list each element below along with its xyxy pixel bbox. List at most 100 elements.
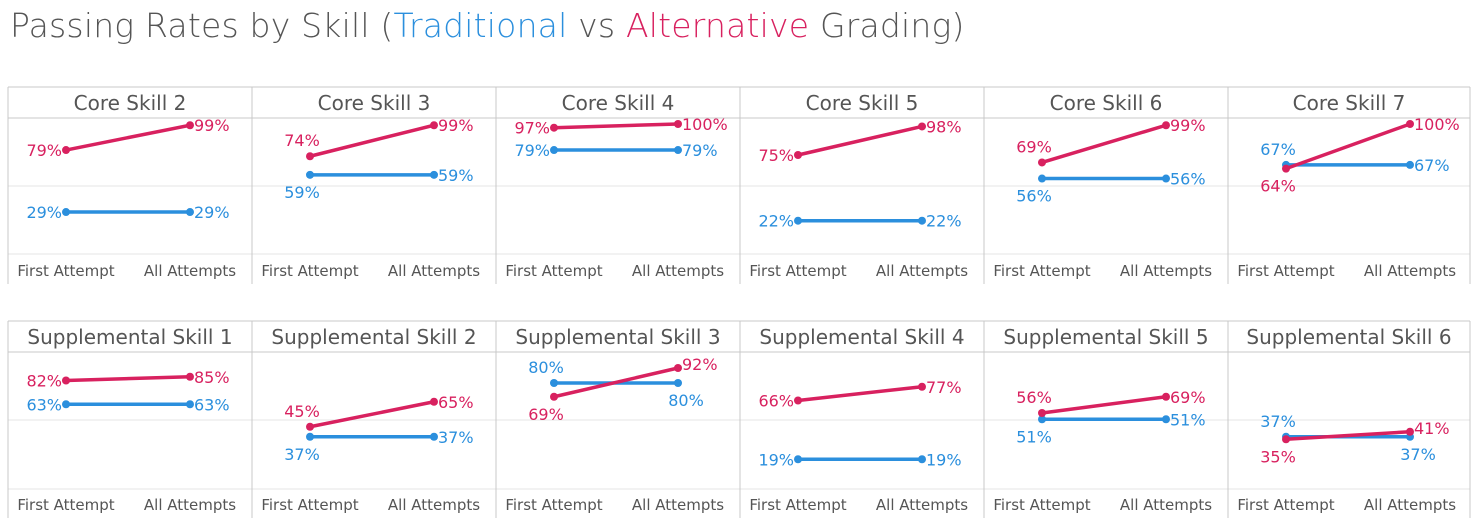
point-alternative-all-attempts	[1406, 427, 1414, 436]
x-tick-label: First Attempt	[261, 262, 358, 280]
series-line-alternative	[552, 366, 680, 399]
point-alternative-first-attempt	[1038, 409, 1046, 417]
point-alternative-first-attempt	[550, 123, 558, 132]
series-line-alternative	[308, 123, 436, 158]
point-alternative-first-attempt	[306, 422, 314, 431]
data-label-alternative-all-attempts: 69%	[1170, 388, 1206, 407]
x-tick-label: All Attempts	[144, 496, 236, 514]
point-alternative-first-attempt	[1038, 158, 1046, 167]
data-label-traditional-first-attempt: 63%	[26, 395, 62, 414]
data-label-traditional-first-attempt: 51%	[1016, 427, 1052, 446]
x-tick-label: First Attempt	[993, 262, 1090, 280]
data-label-alternative-first-attempt: 35%	[1260, 447, 1296, 466]
data-label-alternative-first-attempt: 64%	[1260, 177, 1296, 196]
x-tick-label: All Attempts	[144, 262, 236, 280]
data-label-traditional-first-attempt: 59%	[284, 183, 320, 202]
point-traditional-first-attempt	[550, 146, 558, 155]
point-alternative-all-attempts	[674, 364, 682, 372]
point-alternative-first-attempt	[306, 152, 314, 161]
point-traditional-first-attempt	[1038, 415, 1046, 424]
data-label-alternative-all-attempts: 100%	[1414, 115, 1460, 134]
series-line-alternative	[796, 385, 924, 403]
data-label-traditional-all-attempts: 19%	[926, 450, 962, 469]
point-alternative-all-attempts	[186, 372, 194, 381]
series-line-alternative	[64, 123, 192, 152]
data-label-alternative-all-attempts: 99%	[1170, 116, 1206, 135]
panel-supplemental-skill-5-title: Supplemental Skill 5	[1003, 325, 1208, 349]
data-label-traditional-all-attempts: 37%	[438, 428, 474, 447]
data-label-traditional-all-attempts: 80%	[668, 391, 704, 410]
data-label-alternative-first-attempt: 82%	[26, 372, 62, 391]
series-line-alternative	[64, 375, 192, 383]
data-label-traditional-all-attempts: 59%	[438, 166, 474, 185]
series-line-alternative	[1284, 430, 1412, 441]
data-label-traditional-all-attempts: 37%	[1400, 445, 1436, 464]
data-label-alternative-first-attempt: 74%	[284, 131, 320, 150]
x-tick-label: All Attempts	[388, 262, 480, 280]
title-prefix: Passing Rates by Skill (	[10, 6, 394, 45]
point-traditional-all-attempts	[186, 400, 194, 409]
point-alternative-all-attempts	[1162, 392, 1170, 401]
series-line-alternative	[1040, 395, 1168, 415]
point-alternative-all-attempts	[430, 121, 438, 130]
point-traditional-all-attempts	[918, 455, 926, 464]
data-label-alternative-first-attempt: 56%	[1016, 388, 1052, 407]
point-traditional-all-attempts	[918, 216, 926, 225]
point-alternative-first-attempt	[794, 396, 802, 405]
data-label-traditional-first-attempt: 67%	[1260, 140, 1296, 159]
data-label-traditional-all-attempts: 22%	[926, 212, 962, 231]
data-label-traditional-all-attempts: 79%	[682, 141, 718, 160]
point-traditional-first-attempt	[550, 379, 558, 387]
title-vs: vs	[567, 6, 626, 45]
x-tick-label: First Attempt	[261, 496, 358, 514]
panel-supplemental-skill-1-title: Supplemental Skill 1	[27, 325, 232, 349]
data-label-alternative-all-attempts: 77%	[926, 378, 962, 397]
data-label-alternative-all-attempts: 99%	[438, 116, 474, 135]
x-tick-label: First Attempt	[1237, 262, 1334, 280]
title-suffix: Grading)	[809, 6, 965, 45]
data-label-alternative-all-attempts: 98%	[926, 117, 962, 136]
x-tick-label: All Attempts	[1120, 496, 1212, 514]
data-label-alternative-all-attempts: 92%	[682, 355, 718, 374]
point-alternative-all-attempts	[1162, 121, 1170, 130]
x-tick-label: All Attempts	[1364, 262, 1456, 280]
panel-core-skill-5-title: Core Skill 5	[806, 91, 919, 115]
point-traditional-first-attempt	[306, 432, 314, 441]
data-label-alternative-first-attempt: 69%	[528, 405, 564, 424]
panel-supplemental-skill-3-title: Supplemental Skill 3	[515, 325, 720, 349]
data-label-traditional-first-attempt: 29%	[26, 203, 62, 222]
title-alternative-legend: Alternative	[626, 6, 810, 45]
point-traditional-all-attempts	[1406, 160, 1414, 169]
x-tick-label: First Attempt	[505, 496, 602, 514]
panel-core-skill-7-title: Core Skill 7	[1293, 91, 1406, 115]
point-traditional-all-attempts	[1162, 174, 1170, 183]
point-alternative-first-attempt	[794, 151, 802, 159]
point-alternative-first-attempt	[62, 376, 70, 385]
data-label-traditional-all-attempts: 67%	[1414, 156, 1450, 175]
data-label-alternative-first-attempt: 69%	[1016, 137, 1052, 156]
x-tick-label: All Attempts	[388, 496, 480, 514]
x-tick-label: First Attempt	[17, 496, 114, 514]
x-tick-label: First Attempt	[1237, 496, 1334, 514]
point-traditional-all-attempts	[186, 208, 194, 217]
series-line-alternative	[1040, 123, 1168, 165]
point-alternative-first-attempt	[62, 146, 70, 155]
point-traditional-first-attempt	[794, 455, 802, 464]
point-traditional-all-attempts	[674, 379, 682, 387]
point-traditional-all-attempts	[430, 170, 438, 179]
point-traditional-all-attempts	[674, 146, 682, 155]
data-label-alternative-all-attempts: 41%	[1414, 419, 1450, 438]
point-traditional-first-attempt	[794, 216, 802, 225]
data-label-alternative-first-attempt: 66%	[758, 392, 794, 411]
x-tick-label: First Attempt	[17, 262, 114, 280]
point-alternative-all-attempts	[918, 382, 926, 391]
data-label-alternative-first-attempt: 45%	[284, 402, 320, 421]
series-line-alternative	[552, 122, 680, 130]
point-traditional-first-attempt	[306, 170, 314, 179]
x-tick-label: First Attempt	[749, 496, 846, 514]
panel-supplemental-skill-6-title: Supplemental Skill 6	[1246, 325, 1451, 349]
x-tick-label: All Attempts	[876, 262, 968, 280]
point-alternative-all-attempts	[430, 397, 438, 406]
point-traditional-all-attempts	[430, 432, 438, 441]
point-alternative-first-attempt	[1282, 164, 1290, 173]
